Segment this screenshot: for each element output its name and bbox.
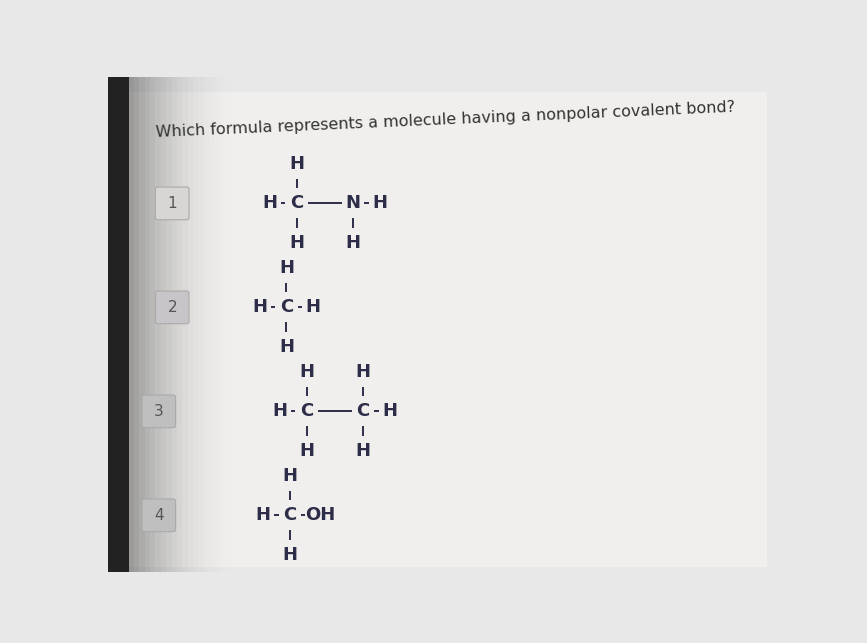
Text: C: C xyxy=(300,403,313,421)
Text: H: H xyxy=(279,258,294,276)
Text: H: H xyxy=(299,442,314,460)
Text: N: N xyxy=(345,194,361,212)
Text: H: H xyxy=(262,194,277,212)
Text: 2: 2 xyxy=(167,300,177,315)
Text: 3: 3 xyxy=(154,404,164,419)
Bar xyxy=(140,77,145,572)
Text: OH: OH xyxy=(305,506,336,524)
FancyBboxPatch shape xyxy=(155,187,189,220)
Bar xyxy=(172,77,177,572)
Text: H: H xyxy=(372,194,388,212)
Bar xyxy=(128,77,134,572)
Text: H: H xyxy=(355,363,370,381)
Text: H: H xyxy=(345,234,361,252)
Bar xyxy=(160,77,166,572)
Bar xyxy=(214,77,220,572)
Bar xyxy=(155,77,160,572)
Text: H: H xyxy=(289,155,304,173)
Bar xyxy=(177,77,182,572)
Bar xyxy=(231,77,236,572)
Text: H: H xyxy=(256,506,271,524)
Bar xyxy=(187,77,193,572)
Bar xyxy=(193,77,199,572)
Text: C: C xyxy=(284,506,297,524)
Text: C: C xyxy=(290,194,303,212)
FancyBboxPatch shape xyxy=(142,395,175,428)
Text: H: H xyxy=(289,234,304,252)
FancyBboxPatch shape xyxy=(155,291,189,323)
Bar xyxy=(220,77,225,572)
Bar xyxy=(199,77,204,572)
Text: Which formula represents a molecule having a nonpolar covalent bond?: Which formula represents a molecule havi… xyxy=(155,100,735,140)
Text: 1: 1 xyxy=(167,196,177,211)
Text: H: H xyxy=(299,363,314,381)
Text: H: H xyxy=(272,403,287,421)
Bar xyxy=(108,77,128,572)
Text: H: H xyxy=(279,338,294,356)
Text: H: H xyxy=(283,467,297,485)
Bar xyxy=(209,77,214,572)
Text: H: H xyxy=(252,298,267,316)
Text: C: C xyxy=(356,403,369,421)
Text: C: C xyxy=(280,298,293,316)
FancyBboxPatch shape xyxy=(121,92,767,567)
Bar xyxy=(145,77,150,572)
Text: H: H xyxy=(283,546,297,564)
Bar xyxy=(225,77,231,572)
Bar xyxy=(166,77,172,572)
FancyBboxPatch shape xyxy=(142,499,175,532)
Bar xyxy=(150,77,155,572)
Text: H: H xyxy=(306,298,321,316)
Text: 4: 4 xyxy=(154,508,164,523)
Bar xyxy=(182,77,187,572)
Text: H: H xyxy=(382,403,397,421)
Text: H: H xyxy=(355,442,370,460)
Bar xyxy=(134,77,140,572)
Bar xyxy=(204,77,209,572)
